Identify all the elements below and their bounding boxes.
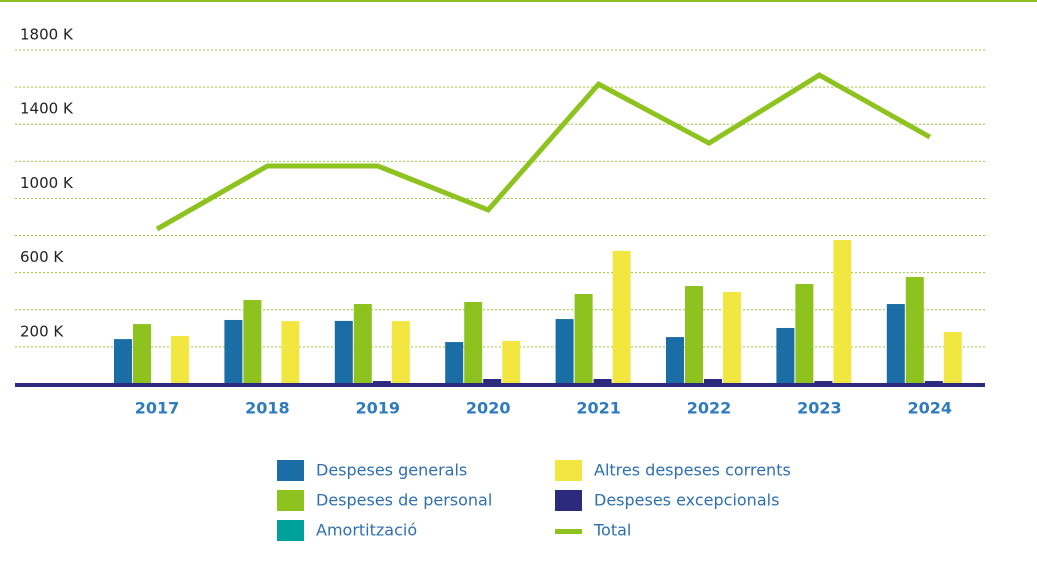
bar xyxy=(905,276,924,384)
legend-swatch xyxy=(555,460,582,481)
bar xyxy=(833,240,852,384)
legend-label: Despeses generals xyxy=(316,461,467,480)
bar xyxy=(502,340,521,384)
bar xyxy=(483,378,502,384)
y-tick-label: 1400 K xyxy=(20,100,74,118)
bar xyxy=(464,301,483,384)
bar xyxy=(666,337,684,384)
bar xyxy=(243,299,262,384)
legend-swatch xyxy=(277,490,304,511)
y-tick-label: 200 K xyxy=(20,322,64,340)
bar xyxy=(723,291,741,384)
legend-label: Altres despeses corrents xyxy=(594,461,791,480)
bar xyxy=(281,321,300,384)
x-tick-label: 2017 xyxy=(135,399,180,418)
legend-swatch xyxy=(277,520,304,541)
bar xyxy=(943,332,962,384)
bar xyxy=(555,319,574,384)
legend-label: Despeses excepcionals xyxy=(594,491,779,510)
bar xyxy=(133,324,151,384)
x-tick-label: 2019 xyxy=(356,399,401,418)
legend-swatch xyxy=(277,460,304,481)
bar xyxy=(353,304,372,384)
bar xyxy=(593,378,612,384)
legend-swatch xyxy=(555,490,582,511)
x-tick-label: 2022 xyxy=(687,399,732,418)
bar xyxy=(704,378,722,384)
bar xyxy=(334,320,353,384)
x-tick-label: 2021 xyxy=(576,399,621,418)
bar xyxy=(445,342,464,384)
bar xyxy=(685,286,703,384)
bar xyxy=(171,335,189,384)
bar xyxy=(886,304,905,384)
x-tick-label: 2020 xyxy=(466,399,511,418)
legend-swatch xyxy=(555,529,582,534)
y-tick-label: 1000 K xyxy=(20,174,74,192)
bar xyxy=(612,250,631,384)
bar xyxy=(372,381,391,384)
y-tick-label: 1800 K xyxy=(20,26,74,44)
x-tick-label: 2024 xyxy=(908,399,953,418)
total-line xyxy=(155,72,932,232)
bar xyxy=(114,339,132,384)
legend-label: Despeses de personal xyxy=(316,491,492,510)
bar xyxy=(391,321,410,384)
legend-label: Amortització xyxy=(316,521,417,540)
legend-label: Total xyxy=(593,521,631,540)
bar xyxy=(814,381,833,384)
x-tick-label: 2018 xyxy=(245,399,290,418)
x-tick-label: 2023 xyxy=(797,399,842,418)
bar xyxy=(795,283,814,384)
bar xyxy=(776,327,795,384)
bar xyxy=(224,319,243,384)
bar xyxy=(924,381,943,384)
bar xyxy=(574,294,593,384)
y-tick-label: 600 K xyxy=(20,248,64,266)
